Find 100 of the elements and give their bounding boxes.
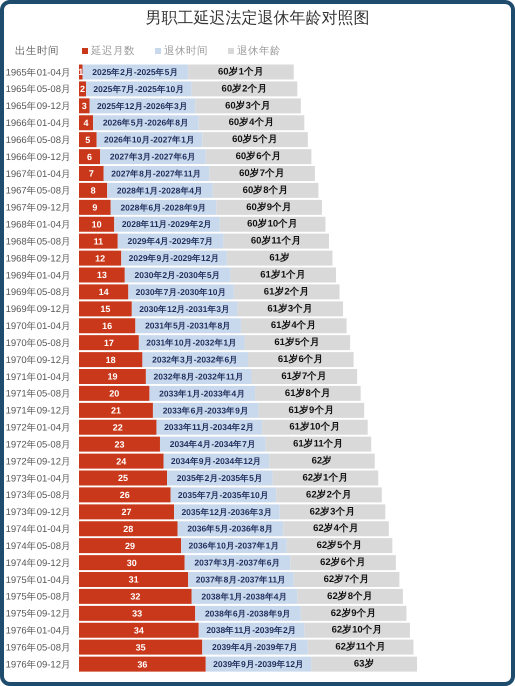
data-label: 10 [92, 219, 102, 230]
annotation: 60岁3个月 [225, 99, 271, 112]
y-tick-label: 1971年01-04月 [6, 370, 71, 383]
annotation: 62岁3个月 [310, 505, 356, 518]
data-label: 28 [123, 524, 134, 534]
y-tick-label: 1966年05-08月 [6, 134, 71, 146]
annotation: 60岁4个月 [228, 116, 274, 128]
annotation: 61岁7个月 [281, 370, 328, 382]
data-label: 14 [98, 287, 109, 298]
annotation: 2037年3月-2037年6月 [194, 558, 280, 568]
annotation: 60岁9个月 [246, 200, 292, 213]
data-label: 9 [92, 202, 98, 213]
data-label: 7 [88, 168, 94, 179]
annotation: 61岁5个月 [274, 336, 320, 348]
bar [79, 555, 185, 570]
bar [79, 182, 108, 198]
bar [269, 454, 375, 469]
bar [79, 386, 150, 401]
y-tick-label: 1973年09-12月 [6, 506, 71, 518]
annotation: 61岁3个月 [267, 302, 314, 314]
annotation: 2030年12月-2031年3月 [139, 304, 230, 314]
annotation: 62岁10个月 [332, 624, 383, 636]
data-label: 34 [134, 625, 144, 636]
y-tick-label: 1974年05-08月 [6, 540, 71, 552]
y-tick-label: 1966年01-04月 [6, 117, 71, 130]
annotation: 60岁2个月 [222, 82, 268, 94]
annotation: 61岁6个月 [278, 353, 324, 366]
y-tick-label: 1972年09-12月 [6, 455, 71, 468]
annotation: 2026年5月-2026年8月 [102, 118, 189, 128]
annotation: 61岁8个月 [284, 386, 331, 399]
annotation: 2028年11月-2029年2月 [122, 219, 212, 230]
y-tick-label: 1965年05-08月 [6, 83, 71, 96]
annotation: 62岁1个月 [302, 471, 348, 484]
y-tick-label: 1972年01-04月 [6, 422, 71, 434]
bar [79, 200, 111, 215]
annotation: 2031年5月-2031年8月 [145, 320, 232, 331]
annotation: 62岁6个月 [320, 556, 366, 568]
annotation: 2033年11月-2034年2月 [164, 422, 254, 432]
annotation: 2036年5月-2036年8月 [187, 524, 274, 534]
data-label: 19 [107, 372, 118, 382]
y-tick-label: 1976年01-04月 [6, 624, 71, 637]
data-label: 25 [118, 473, 128, 484]
annotation: 2031年10月-2032年1月 [146, 338, 238, 348]
y-tick-label: 1968年01-04月 [6, 218, 71, 231]
annotation: 61岁4个月 [270, 319, 317, 332]
data-label: 11 [94, 236, 104, 246]
annotation: 2035年12月-2036年3月 [181, 506, 272, 517]
legend-label: 退休时间 [164, 44, 208, 58]
annotation: 2035年2月-2035年5月 [176, 472, 263, 483]
annotation: 2025年12月-2026年3月 [96, 100, 188, 111]
data-label: 20 [109, 388, 120, 399]
data-label: 21 [110, 406, 121, 416]
annotation: 2028年6月-2028年9月 [120, 202, 207, 212]
annotation: 62岁 [312, 454, 332, 467]
data-label: 16 [102, 320, 112, 331]
annotation: 60岁6个月 [236, 150, 282, 162]
annotation: 60岁11个月 [250, 234, 302, 247]
bar [79, 268, 125, 282]
bar [79, 284, 128, 300]
data-label: 6 [87, 152, 92, 162]
y-tick-label: 1973年05-08月 [6, 489, 71, 502]
annotation: 2030年2月-2030年5月 [134, 270, 221, 280]
annotation: 62岁2个月 [306, 488, 352, 500]
annotation: 61岁9个月 [288, 404, 334, 416]
annotation: 60岁8个月 [242, 184, 289, 196]
bar [79, 166, 104, 181]
annotation: 2032年8月-2032年11月 [154, 371, 244, 382]
annotation: 62岁8个月 [327, 590, 374, 602]
data-label: 33 [132, 608, 142, 619]
y-tick-label: 1975年09-12月 [6, 608, 71, 620]
annotation: 2029年9月-2029年12月 [128, 253, 220, 264]
annotation: 2027年3月-2027年6月 [110, 152, 196, 162]
annotation: 61岁1个月 [260, 268, 306, 280]
y-tick-label: 1970年05-08月 [6, 336, 71, 349]
annotation: 2038年6月-2038年9月 [204, 608, 292, 618]
bar [79, 470, 168, 486]
bar [79, 352, 142, 368]
annotation: 2034年9月-2034年12月 [170, 456, 262, 466]
annotation: 62岁7个月 [324, 572, 370, 585]
annotation: 63岁 [354, 658, 374, 670]
data-label: 35 [136, 642, 146, 652]
y-tick-label: 1969年05-08月 [6, 286, 71, 298]
annotation: 2033年1月-2033年4月 [159, 388, 246, 398]
annotation: 61岁 [269, 252, 290, 264]
y-tick-label: 1974年01-04月 [6, 523, 71, 536]
y-tick-label: 1967年01-04月 [6, 168, 71, 180]
y-tick-label: 1965年09-12月 [6, 100, 71, 112]
bar [79, 250, 122, 266]
annotation: 2039年4月-2039年7月 [212, 642, 298, 652]
y-tick-label: 1970年01-04月 [6, 320, 71, 332]
data-label: 5 [85, 134, 90, 145]
y-tick-label: 1976年09-12月 [6, 658, 71, 670]
data-label: 27 [122, 507, 132, 518]
bar [226, 250, 332, 266]
bar [79, 656, 206, 672]
annotation: 2039年9月-2039年12月 [213, 659, 304, 670]
data-label: 23 [114, 439, 124, 450]
data-label: 18 [106, 354, 116, 365]
annotation: 62岁5个月 [316, 539, 362, 552]
bar [79, 504, 174, 520]
